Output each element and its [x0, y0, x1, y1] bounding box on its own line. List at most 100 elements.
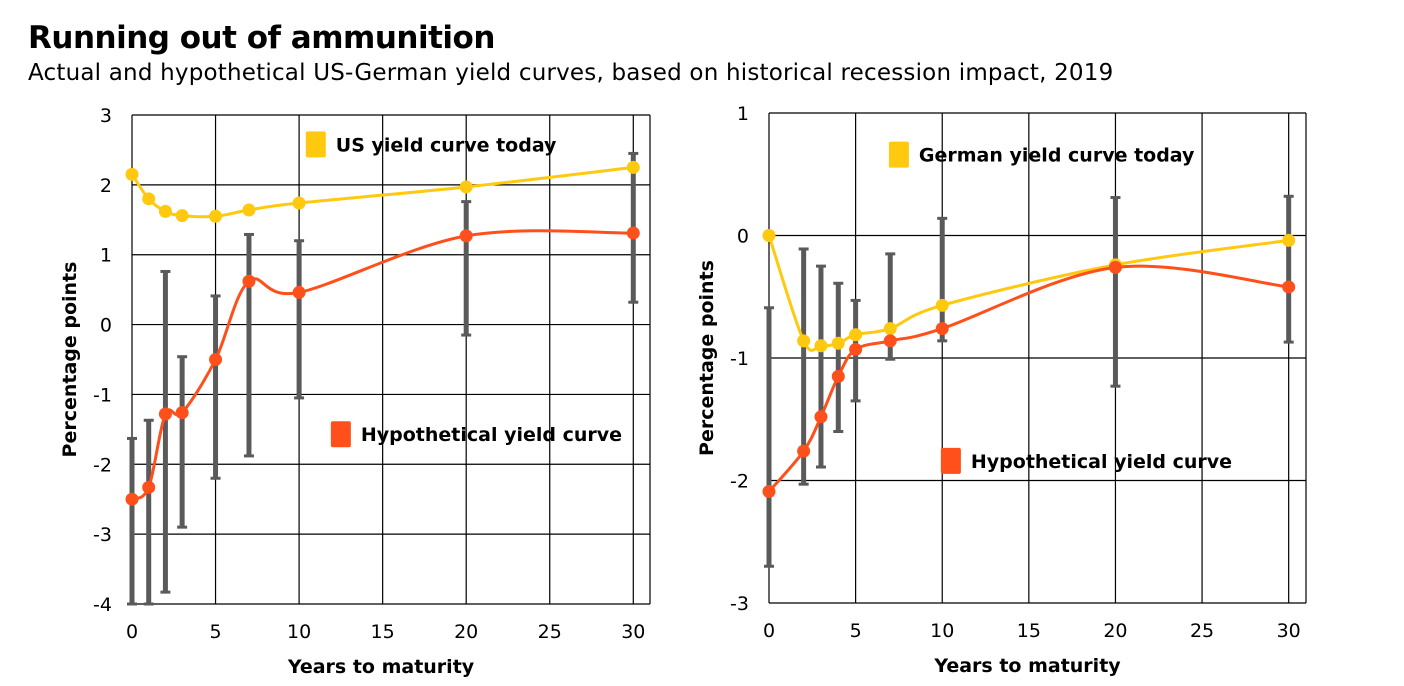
- error-bar: [833, 281, 844, 433]
- y-tick-label: -3: [730, 593, 749, 615]
- error-bar: [461, 200, 472, 337]
- data-point: [242, 274, 256, 288]
- x-tick-label: 10: [287, 621, 311, 643]
- data-point: [125, 167, 139, 181]
- data-point: [175, 209, 189, 223]
- legend-swatch: [940, 447, 961, 474]
- x-tick-label: 30: [621, 621, 645, 643]
- error-bar: [294, 239, 305, 400]
- error-bar: [127, 436, 137, 606]
- data-point: [849, 328, 863, 342]
- x-tick-label: 5: [850, 620, 862, 642]
- data-point: [831, 336, 845, 350]
- error-bar: [1283, 194, 1294, 344]
- data-point: [292, 285, 306, 299]
- error-bar: [210, 294, 221, 480]
- data-point: [125, 492, 139, 506]
- us-series-today: [125, 160, 640, 223]
- data-point: [158, 204, 172, 218]
- german-grid: [768, 112, 1307, 604]
- error-bar: [764, 306, 774, 568]
- y-tick-label: 0: [100, 315, 112, 337]
- legend-entry-today: US yield curve today: [305, 131, 557, 158]
- error-bar: [815, 264, 826, 469]
- data-point: [762, 485, 776, 499]
- legend-label: German yield curve today: [919, 145, 1195, 167]
- legend-swatch: [888, 141, 909, 168]
- error-bar: [243, 232, 254, 458]
- error-bar: [937, 216, 948, 343]
- data-point: [935, 298, 949, 312]
- error-bar: [177, 355, 188, 529]
- x-tick-label: 25: [538, 621, 562, 643]
- data-point: [158, 407, 172, 421]
- us-error-bars: [127, 151, 639, 606]
- x-tick-label: 20: [1103, 620, 1127, 642]
- chart-title: Running out of ammunition: [28, 20, 495, 56]
- y-tick-label: -2: [93, 454, 112, 476]
- data-point: [1282, 233, 1296, 247]
- legend-swatch: [305, 131, 326, 158]
- german-series-hypothetical: [762, 260, 1296, 499]
- legend-entry-today: German yield curve today: [888, 141, 1195, 168]
- x-tick-label: 5: [210, 621, 222, 643]
- error-bar: [1110, 196, 1121, 388]
- data-point: [626, 226, 640, 240]
- data-point: [797, 334, 811, 348]
- data-point: [459, 180, 473, 194]
- error-bar: [143, 418, 154, 606]
- x-tick-label: 25: [1190, 620, 1214, 642]
- legend-entry-hypothetical: Hypothetical yield curve: [330, 421, 622, 448]
- y-tick-label: 1: [737, 103, 749, 125]
- us-series-hypothetical: [125, 226, 640, 506]
- data-point: [142, 480, 156, 494]
- legend-label: Hypothetical yield curve: [971, 451, 1232, 473]
- x-tick-label: 30: [1277, 620, 1301, 642]
- data-point: [242, 203, 256, 217]
- data-point: [814, 339, 828, 353]
- y-tick-label: 3: [100, 105, 112, 127]
- y-tick-label: -1: [93, 384, 112, 406]
- german-error-bars: [764, 194, 1294, 568]
- data-point: [209, 209, 223, 223]
- y-tick-label: 1: [100, 245, 112, 267]
- data-point: [1108, 260, 1122, 274]
- y-axis-title: Percentage points: [59, 262, 81, 458]
- data-point: [797, 444, 811, 458]
- data-point: [762, 229, 776, 242]
- y-tick-label: -4: [93, 594, 112, 616]
- x-tick-label: 15: [371, 621, 395, 643]
- data-point: [626, 160, 640, 174]
- x-tick-label: 0: [763, 620, 775, 642]
- x-tick-label: 0: [126, 621, 138, 643]
- data-point: [814, 410, 828, 424]
- y-tick-label: 0: [737, 226, 749, 248]
- data-point: [292, 196, 306, 210]
- legend-entry-hypothetical: Hypothetical yield curve: [940, 447, 1232, 474]
- y-tick-label: -1: [730, 348, 749, 370]
- data-point: [831, 369, 845, 383]
- data-point: [459, 229, 473, 243]
- data-point: [175, 406, 189, 420]
- legend-label: US yield curve today: [336, 134, 557, 156]
- data-point: [142, 192, 156, 206]
- y-tick-label: 2: [100, 175, 112, 197]
- data-point: [883, 322, 897, 336]
- data-point: [935, 322, 949, 336]
- data-point: [849, 342, 863, 356]
- data-point: [209, 353, 223, 366]
- chart-subtitle: Actual and hypothetical US-German yield …: [28, 60, 1114, 86]
- y-tick-label: -2: [730, 471, 749, 493]
- x-tick-label: 20: [454, 621, 478, 643]
- legend-swatch: [330, 421, 351, 448]
- data-point: [883, 334, 897, 348]
- x-axis-title: Years to maturity: [287, 656, 475, 678]
- x-tick-label: 15: [1017, 620, 1041, 642]
- x-tick-label: 10: [930, 620, 954, 642]
- legend-label: Hypothetical yield curve: [361, 424, 622, 446]
- error-bar: [160, 269, 171, 594]
- data-point: [1282, 280, 1296, 294]
